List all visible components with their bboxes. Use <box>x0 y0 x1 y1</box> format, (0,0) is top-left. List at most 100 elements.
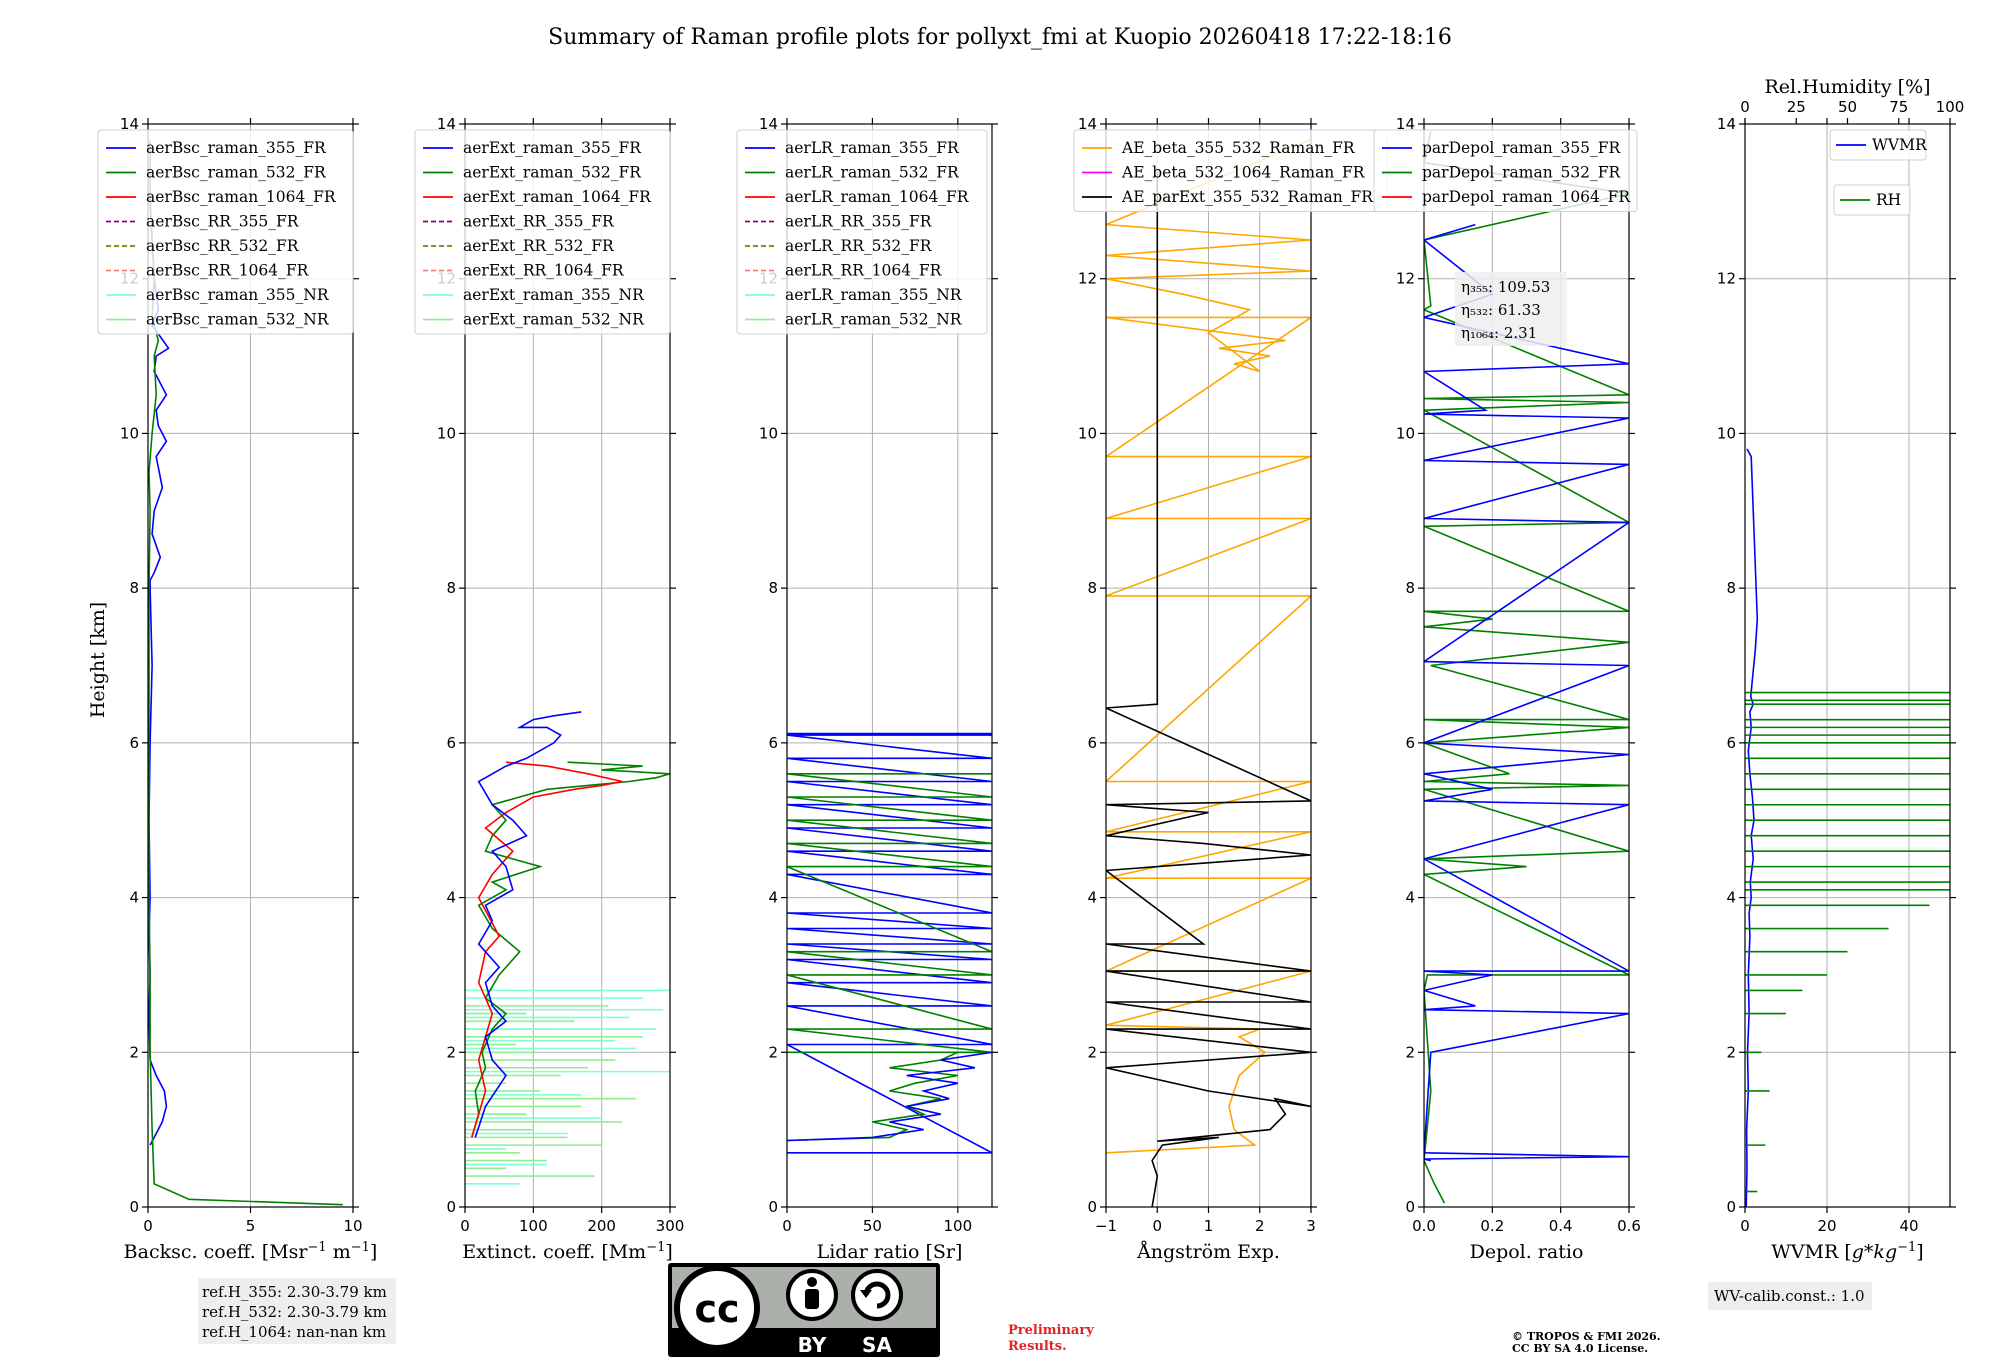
y-tick-label: 2 <box>1405 1043 1415 1061</box>
legend-label: aerBsc_raman_1064_FR <box>146 188 337 206</box>
x-tick-label: 10 <box>343 1217 362 1235</box>
legend-box <box>736 129 988 335</box>
y-tick-label: 2 <box>768 1043 778 1061</box>
cc-circle-icon <box>674 1265 760 1351</box>
legend-label: aerLR_RR_1064_FR <box>785 262 943 280</box>
x-tick-label: 20 <box>1817 1217 1836 1235</box>
x-tick-label: 0.0 <box>1412 1217 1436 1235</box>
panel-p3: 02468101214050100Lidar ratio [Sr]aerLR_r… <box>736 115 998 1263</box>
y-tick-label: 4 <box>1726 889 1736 907</box>
refh-1064: ref.H_1064: nan-nan km <box>202 1323 386 1341</box>
y-tick-label: 0 <box>768 1198 778 1216</box>
y-tick-label: 8 <box>129 579 139 597</box>
x-axis-label: Backsc. coeff. [Msr−1 m−1] <box>124 1240 378 1264</box>
series-line-aerLR_raman_532_FR <box>787 773 992 1054</box>
series-group <box>465 711 670 1185</box>
y-tick-label: 0 <box>129 1198 139 1216</box>
axes-frame <box>464 123 671 1208</box>
wv-calib-box: WV-calib.const.: 1.0 <box>1708 1282 1872 1310</box>
y-tick-label: 4 <box>446 889 456 907</box>
top-x-tick-label: 50 <box>1838 98 1857 116</box>
legend-label: parDepol_raman_355_FR <box>1422 139 1622 157</box>
x-tick-label: 100 <box>944 1217 973 1235</box>
legend-label: aerExt_raman_1064_FR <box>463 188 652 206</box>
panel-p5: 0 2 4 6 8 10 12 14 0.0 0.2 0.4 0.6 Depol. ratio parDe… <box>1373 115 1641 1263</box>
legend-label: aerLR_RR_532_FR <box>785 237 933 255</box>
y-tick-label: 14 <box>437 115 456 133</box>
legend-label: aerLR_raman_1064_FR <box>785 188 970 206</box>
series-line-aerLR_raman_532_FR_low <box>787 1051 992 1142</box>
y-tick-label: 6 <box>1405 734 1415 752</box>
y-tick-label: 6 <box>768 734 778 752</box>
copyright-line2: CC BY SA 4.0 License. <box>1512 1342 1648 1355</box>
series-line-parDepol_raman_355_FR <box>1424 223 1629 1162</box>
y-tick-label: 14 <box>1396 115 1415 133</box>
legend-label: aerBsc_RR_532_FR <box>146 237 300 255</box>
legend-label: RH <box>1876 191 1901 209</box>
legend-label: AE_beta_532_1064_Raman_FR <box>1121 164 1366 182</box>
reference-height-box: ref.H_355: 2.30-3.79 km ref.H_532: 2.30-… <box>198 1278 396 1344</box>
y-tick-label: 12 <box>1396 270 1415 288</box>
x-tick-label: 3 <box>1306 1217 1316 1235</box>
y-tick-label: 10 <box>1078 424 1097 442</box>
preliminary-line2: Results. <box>1008 1339 1067 1354</box>
series-group <box>787 732 992 1154</box>
refh-532: ref.H_532: 2.30-3.79 km <box>202 1303 387 1321</box>
y-tick-label: 6 <box>1726 734 1736 752</box>
panels: 024681012140510Backsc. coeff. [Msr−1 m−1… <box>97 76 1965 1264</box>
legend-label: aerExt_raman_355_NR <box>463 286 645 304</box>
series-line-aerExt_raman_355_FR <box>474 711 582 1138</box>
top-x-axis-label: Rel.Humidity [%] <box>1764 76 1930 98</box>
x-axis-label: Depol. ratio <box>1470 1241 1584 1263</box>
legend-label: aerLR_raman_532_NR <box>785 311 963 329</box>
top-x-tick-label: 100 <box>1936 98 1965 116</box>
legend-label: aerLR_raman_355_NR <box>785 286 963 304</box>
axes-frame <box>786 123 993 1208</box>
axes-frame <box>1423 123 1630 1208</box>
cc-by-sa-logo: cc BY SA <box>668 1263 940 1357</box>
x-tick-label: −1 <box>1095 1217 1117 1235</box>
y-tick-label: 0 <box>1726 1198 1736 1216</box>
annotation-box <box>1455 272 1567 346</box>
y-tick-label: 14 <box>1078 115 1097 133</box>
x-axis-label: WVMR [g*kg−1] <box>1771 1240 1923 1264</box>
y-tick-label: 2 <box>129 1043 139 1061</box>
preliminary-line1: Preliminary <box>1008 1323 1094 1338</box>
panel-p2: 024681012140100200300Extinct. coeff. [Mm… <box>414 115 685 1264</box>
y-tick-label: 12 <box>1078 270 1097 288</box>
x-tick-label: 40 <box>1899 1217 1918 1235</box>
series-group <box>1106 138 1311 1207</box>
legend-label: aerExt_RR_355_FR <box>463 213 615 231</box>
series-line-aerLR_raman_355_FR <box>787 732 992 1154</box>
y-tick-label: 0 <box>446 1198 456 1216</box>
x-axis-label: Extinct. coeff. [Mm−1] <box>462 1240 673 1264</box>
legend-label: aerLR_raman_355_FR <box>785 139 960 157</box>
legend-label: aerLR_raman_532_FR <box>785 164 960 182</box>
y-tick-label: 2 <box>446 1043 456 1061</box>
y-tick-label: 8 <box>446 579 456 597</box>
y-tick-label: 8 <box>768 579 778 597</box>
x-tick-label: 200 <box>587 1217 616 1235</box>
legend-box <box>97 129 354 335</box>
legend-label: AE_beta_355_532_Raman_FR <box>1121 139 1356 157</box>
annotation-line: η₁₀₆₄: 2.31 <box>1461 324 1537 342</box>
x-tick-label: 300 <box>656 1217 685 1235</box>
y-tick-label: 4 <box>129 889 139 907</box>
y-tick-label: 2 <box>1726 1043 1736 1061</box>
y-tick-label: 10 <box>759 424 778 442</box>
series-line-aerLR_raman_355_FR_low <box>787 1051 992 1142</box>
series-group <box>1745 448 1950 1207</box>
x-tick-label: 1 <box>1204 1217 1214 1235</box>
wv-calib-bg <box>1708 1282 1872 1310</box>
y-tick-label: 4 <box>768 889 778 907</box>
x-tick-label: 2 <box>1255 1217 1265 1235</box>
y-tick-label: 10 <box>437 424 456 442</box>
top-x-tick-label: 25 <box>1787 98 1806 116</box>
y-tick-label: 4 <box>1405 889 1415 907</box>
legend-label: aerExt_raman_355_FR <box>463 139 642 157</box>
y-tick-label: 6 <box>446 734 456 752</box>
sa-share-icon <box>851 1269 903 1321</box>
